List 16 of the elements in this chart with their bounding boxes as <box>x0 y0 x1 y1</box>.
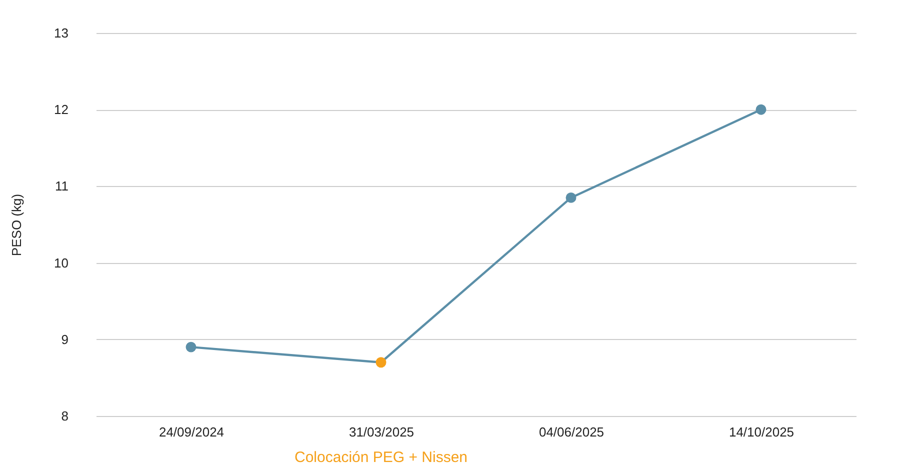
x-tick-label: 24/09/2024 <box>158 424 224 440</box>
y-tick-label: 8 <box>61 408 68 424</box>
point <box>186 342 196 352</box>
y-tick-label: 10 <box>54 255 68 270</box>
x-tick-label: 14/10/2025 <box>728 424 794 440</box>
point <box>566 192 576 203</box>
point <box>756 104 766 115</box>
y-axis-title: PESO (kg) <box>9 194 24 256</box>
y-tick-label: 9 <box>61 332 68 347</box>
point <box>376 357 386 368</box>
x-tick-label: 04/06/2025 <box>538 424 604 440</box>
text: Colocación PEG + Nissen <box>294 449 468 466</box>
x-tick-label: 31/03/2025 <box>348 424 414 440</box>
y-tick-label: 13 <box>54 26 68 40</box>
y-tick-label: 11 <box>55 178 68 194</box>
y-tick-label: 12 <box>54 102 68 118</box>
